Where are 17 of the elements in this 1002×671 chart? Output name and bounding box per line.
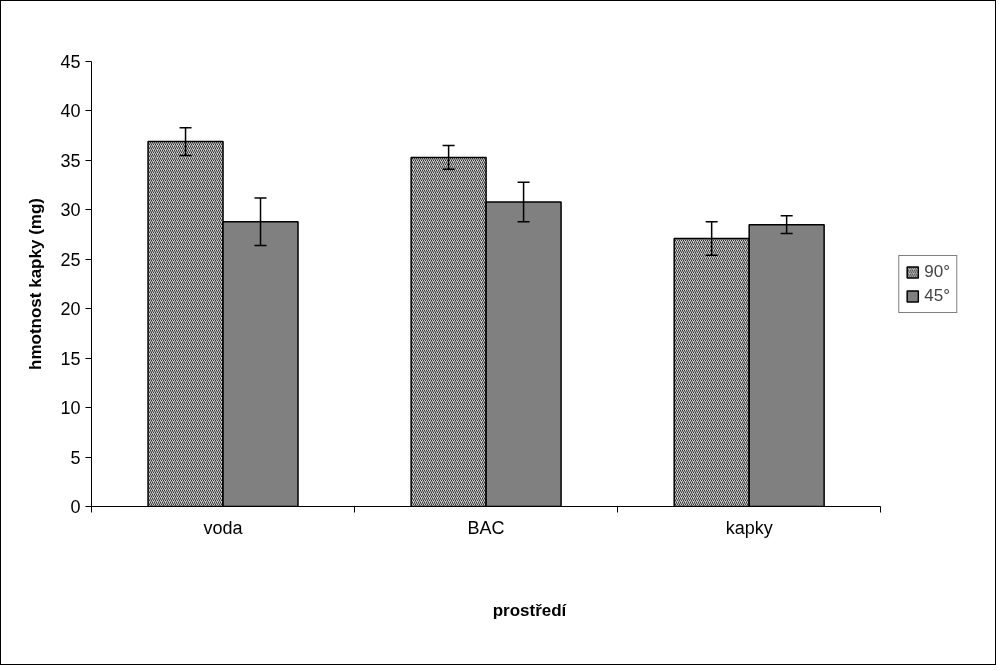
- legend-label: 90°: [924, 261, 950, 282]
- y-tick-label: 20: [60, 299, 81, 320]
- y-tick-label: 30: [60, 200, 81, 221]
- y-tick-label: 15: [60, 348, 81, 369]
- y-tick-label: 35: [60, 150, 81, 171]
- y-tick-label: 25: [60, 249, 81, 270]
- y-tick-label: 5: [70, 447, 81, 468]
- legend-label: 45°: [924, 285, 950, 306]
- x-tick-label: kapky: [725, 517, 773, 538]
- y-tick-label: 40: [60, 101, 81, 122]
- x-tick-label: BAC: [467, 517, 505, 538]
- y-tick-label: 0: [70, 497, 81, 517]
- x-tick-label: voda: [203, 517, 244, 538]
- y-tick-label: 45: [60, 52, 81, 72]
- y-axis-title: hmotnost kapky (mg): [26, 198, 46, 370]
- x-axis-title: prostředí: [492, 600, 568, 620]
- y-tick-label: 10: [60, 398, 81, 419]
